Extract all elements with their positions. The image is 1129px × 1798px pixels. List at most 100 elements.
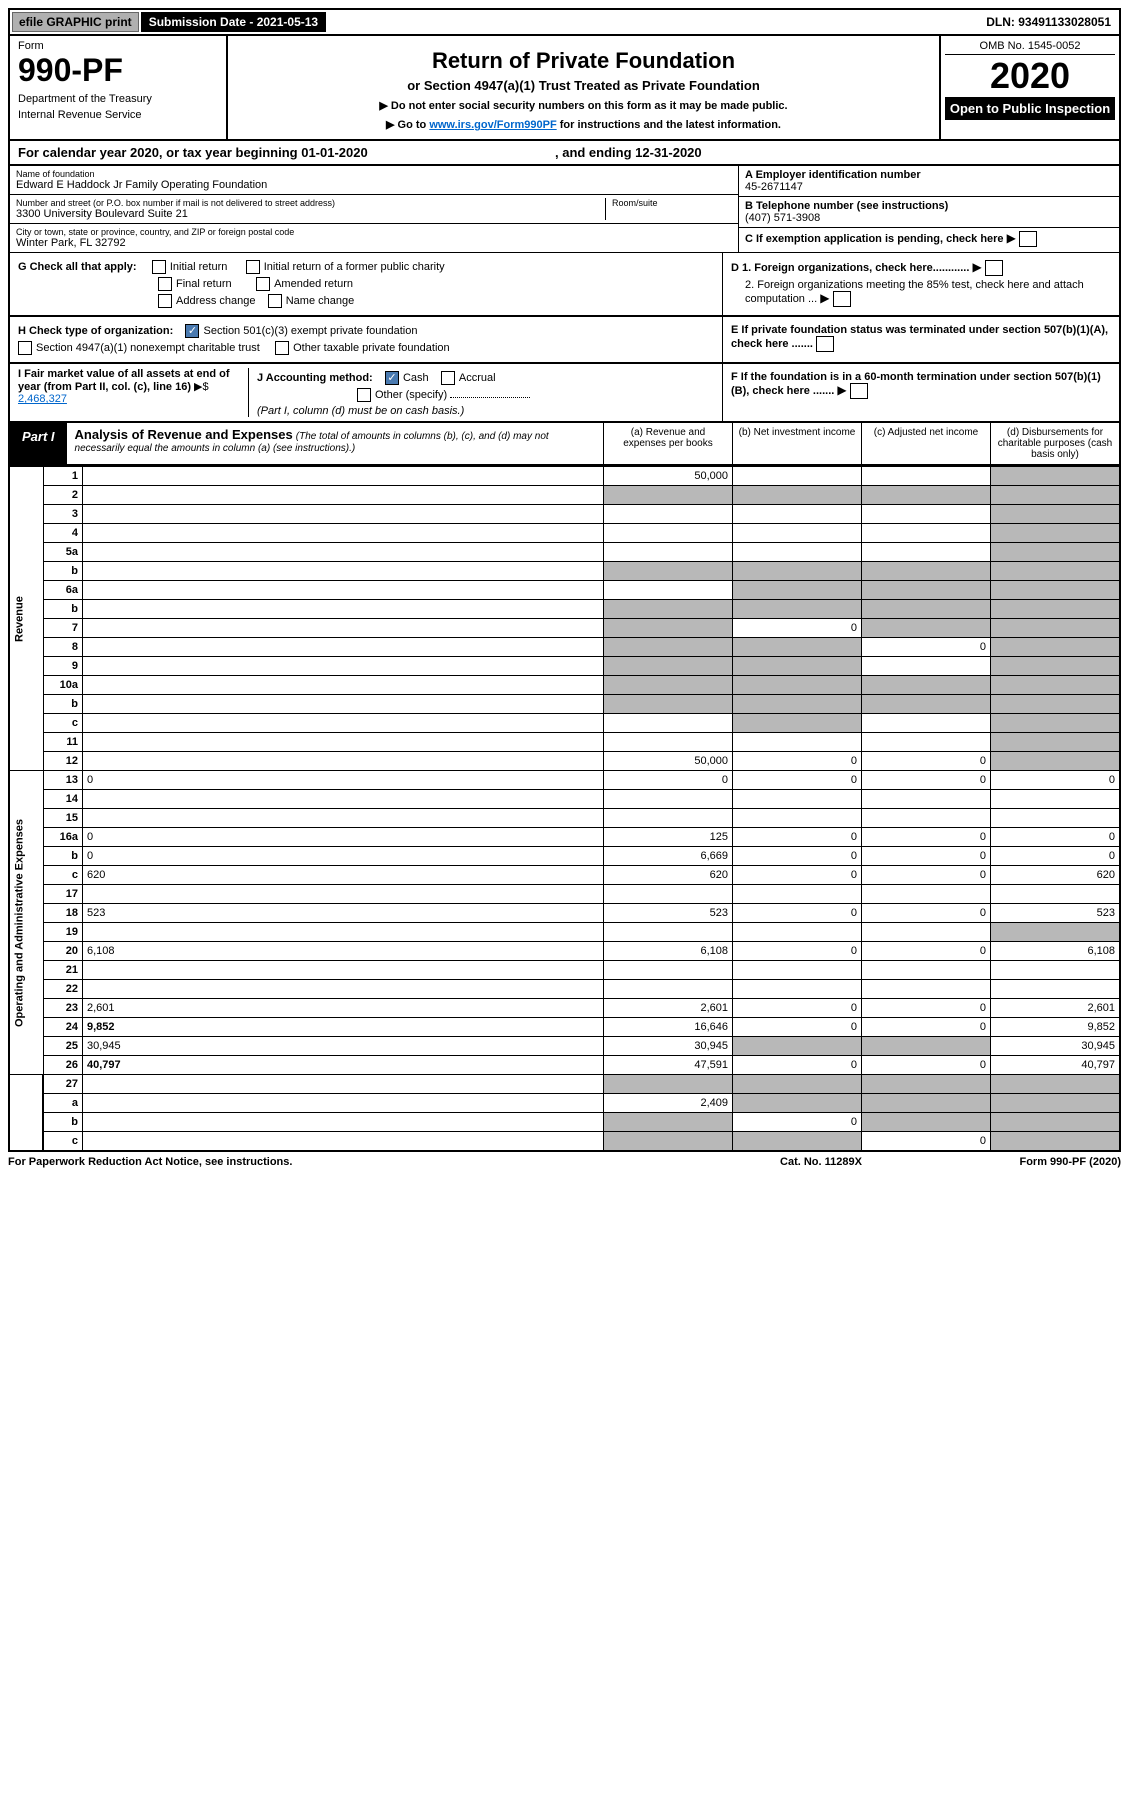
cell-col-b: [733, 923, 862, 942]
d1-checkbox[interactable]: [985, 260, 1003, 276]
name-change-checkbox[interactable]: [268, 294, 282, 308]
table-row: 2530,94530,94530,945: [9, 1037, 1120, 1056]
table-row: b06,669000: [9, 847, 1120, 866]
line-number: 19: [43, 923, 83, 942]
e-checkbox[interactable]: [816, 336, 834, 352]
cell-col-b: [733, 980, 862, 999]
cell-col-b: [733, 657, 862, 676]
line-description: [83, 1132, 604, 1152]
accrual-checkbox[interactable]: [441, 371, 455, 385]
cell-col-b: [733, 790, 862, 809]
cell-col-a: 2,601: [604, 999, 733, 1018]
cell-col-c: [862, 600, 991, 619]
line-number: b: [43, 562, 83, 581]
check-section-ij: I Fair market value of all assets at end…: [8, 364, 1121, 423]
table-row: 17: [9, 885, 1120, 904]
table-row: 80: [9, 638, 1120, 657]
ein-label: A Employer identification number: [745, 169, 1113, 181]
cell-col-d: [991, 923, 1121, 942]
cell-col-c: [862, 543, 991, 562]
open-public-badge: Open to Public Inspection: [945, 97, 1115, 120]
cell-col-a: [604, 505, 733, 524]
g-label: G Check all that apply:: [18, 261, 137, 273]
cell-col-b: [733, 1075, 862, 1094]
city-state-zip: Winter Park, FL 32792: [16, 237, 732, 249]
cell-col-a: [604, 695, 733, 714]
line-description: [83, 714, 604, 733]
cell-col-c: 0: [862, 847, 991, 866]
line-number: 10a: [43, 676, 83, 695]
line-number: 17: [43, 885, 83, 904]
addr-change-checkbox[interactable]: [158, 294, 172, 308]
cell-col-a: 125: [604, 828, 733, 847]
sec501-checkbox[interactable]: ✓: [185, 324, 199, 338]
cell-col-d: [991, 1132, 1121, 1152]
other-specify-checkbox[interactable]: [357, 388, 371, 402]
cell-col-a: [604, 562, 733, 581]
other-taxable-checkbox[interactable]: [275, 341, 289, 355]
line-description: [83, 961, 604, 980]
amended-return-checkbox[interactable]: [256, 277, 270, 291]
cell-col-b: [733, 714, 862, 733]
i-label: I Fair market value of all assets at end…: [18, 368, 230, 393]
tax-year: 2020: [945, 55, 1115, 97]
cell-col-d: [991, 733, 1121, 752]
table-row: 14: [9, 790, 1120, 809]
cell-col-a: 16,646: [604, 1018, 733, 1037]
line-number: 22: [43, 980, 83, 999]
f-checkbox[interactable]: [850, 383, 868, 399]
cell-col-c: 0: [862, 942, 991, 961]
cell-col-b: 0: [733, 999, 862, 1018]
table-row: 232,6012,601002,601: [9, 999, 1120, 1018]
cell-col-c: [862, 733, 991, 752]
cell-col-c: [862, 961, 991, 980]
line-number: b: [43, 1113, 83, 1132]
irs-label: Internal Revenue Service: [18, 109, 218, 121]
line-number: 7: [43, 619, 83, 638]
cash-checkbox[interactable]: ✓: [385, 371, 399, 385]
line-description: 0: [83, 771, 604, 790]
header-left: Form 990-PF Department of the Treasury I…: [10, 36, 228, 139]
fmv-value-link[interactable]: 2,468,327: [18, 393, 67, 405]
table-row: 2: [9, 486, 1120, 505]
d1-label: D 1. Foreign organizations, check here..…: [731, 262, 969, 274]
cell-col-a: [604, 581, 733, 600]
table-row: b0: [9, 1113, 1120, 1132]
d2-checkbox[interactable]: [833, 291, 851, 307]
line-number: b: [43, 600, 83, 619]
line-description: [83, 543, 604, 562]
line-number: 12: [43, 752, 83, 771]
cell-col-d: 0: [991, 847, 1121, 866]
c-checkbox[interactable]: [1019, 231, 1037, 247]
efile-print-button[interactable]: efile GRAPHIC print: [12, 12, 139, 32]
line-description: [83, 923, 604, 942]
table-row: b: [9, 695, 1120, 714]
check-section-g: G Check all that apply: Initial return I…: [8, 252, 1121, 317]
line-description: 523: [83, 904, 604, 923]
line-number: c: [43, 866, 83, 885]
paperwork-notice: For Paperwork Reduction Act Notice, see …: [8, 1156, 721, 1168]
line-number: 13: [43, 771, 83, 790]
cell-col-d: 620: [991, 866, 1121, 885]
cell-col-c: [862, 980, 991, 999]
line-description: [83, 695, 604, 714]
irs-link[interactable]: www.irs.gov/Form990PF: [429, 119, 556, 131]
part1-title: Analysis of Revenue and Expenses: [75, 427, 293, 442]
sec4947-checkbox[interactable]: [18, 341, 32, 355]
cell-col-b: 0: [733, 619, 862, 638]
initial-return-checkbox[interactable]: [152, 260, 166, 274]
cell-col-c: 0: [862, 1018, 991, 1037]
initial-former-checkbox[interactable]: [246, 260, 260, 274]
final-return-checkbox[interactable]: [158, 277, 172, 291]
col-a-header: (a) Revenue and expenses per books: [603, 423, 732, 464]
cell-col-b: [733, 543, 862, 562]
c-label: C If exemption application is pending, c…: [745, 233, 1004, 245]
form-subtitle: or Section 4947(a)(1) Trust Treated as P…: [236, 78, 931, 93]
cell-col-c: [862, 1037, 991, 1056]
cell-col-d: [991, 600, 1121, 619]
cell-col-c: [862, 467, 991, 486]
cell-col-a: 523: [604, 904, 733, 923]
table-row: 70: [9, 619, 1120, 638]
cell-col-c: [862, 619, 991, 638]
line-number: a: [43, 1094, 83, 1113]
